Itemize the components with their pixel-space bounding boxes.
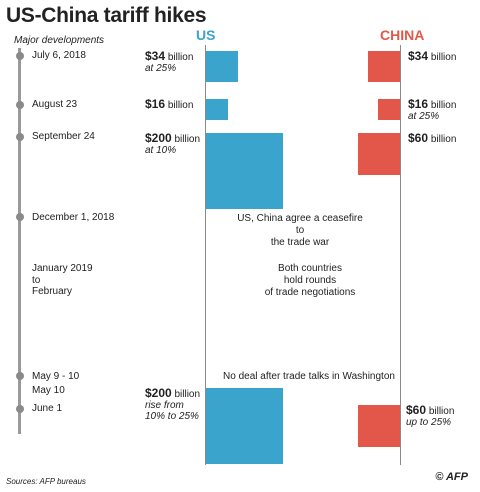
amount-detail: rise from 10% to 25%: [145, 400, 199, 422]
amount-value: $200: [145, 386, 172, 400]
amount-value: $34: [408, 49, 429, 63]
china-amount-label: $16 billion at 25%: [408, 97, 457, 122]
us-axis-line: [205, 45, 206, 465]
note-line: hold rounds: [283, 275, 337, 286]
timeline-dot: [15, 213, 24, 221]
us-bar: [206, 99, 228, 121]
date-label: January 2019: [32, 263, 93, 274]
timeline-dot: [15, 372, 24, 380]
us-header: US: [196, 27, 216, 43]
us-bar: [206, 51, 238, 83]
amount-unit: billion: [430, 100, 457, 111]
date-label: August 23: [32, 99, 78, 110]
timeline-dot: [15, 52, 24, 60]
china-amount-label: $34 billion: [408, 49, 457, 63]
date-label: July 6, 2018: [32, 50, 86, 61]
amount-value: $34: [145, 49, 166, 63]
amount-value: $60: [408, 131, 429, 145]
amount-unit: billion: [430, 52, 457, 63]
amount-value: $16: [408, 97, 429, 111]
timeline-line: [18, 48, 21, 434]
afp-logo: © AFP: [435, 471, 468, 483]
date-label: December 1, 2018: [32, 212, 115, 223]
amount-unit: billion: [428, 406, 455, 417]
chart-subtitle: Major developments: [14, 35, 105, 46]
ceasefire-note: US, China agree a ceasefire to the trade…: [232, 213, 368, 249]
date-label: June 1: [32, 403, 63, 414]
china-axis-line: [400, 45, 401, 465]
amount-detail: at 25%: [145, 63, 177, 74]
timeline-dot: [15, 101, 24, 109]
amount-unit: billion: [167, 100, 194, 111]
us-bar: [206, 133, 283, 209]
date-label: February: [32, 286, 73, 297]
us-amount-label: $34 billion at 25%: [145, 49, 194, 74]
china-bar: [357, 405, 400, 447]
source-note: Sources: AFP bureaus: [6, 477, 86, 486]
timeline-dot: [15, 405, 24, 413]
note-line: US, China agree a ceasefire to: [237, 213, 363, 236]
amount-unit: billion: [430, 134, 457, 145]
chart-title: US-China tariff hikes: [6, 4, 207, 27]
amount-value: $60: [406, 403, 427, 417]
date-label: to: [32, 275, 41, 286]
timeline-dot: [15, 133, 24, 141]
china-bar: [368, 51, 400, 83]
us-amount-label: $200 billion at 10%: [145, 131, 201, 156]
date-label: September 24: [32, 131, 95, 142]
note-line: the trade war: [270, 237, 330, 248]
china-amount-label: $60 billion up to 25%: [406, 403, 455, 428]
date-label: May 10: [32, 385, 65, 396]
note-line: of trade negotiations: [264, 287, 356, 298]
amount-unit: billion: [167, 52, 194, 63]
amount-value: $200: [145, 131, 172, 145]
amount-value: $16: [145, 97, 166, 111]
no-deal-note: No deal after trade talks in Washington: [223, 371, 395, 382]
china-amount-label: $60 billion: [408, 131, 457, 145]
amount-detail: at 25%: [408, 111, 440, 122]
note-line: Both countries: [278, 263, 342, 274]
date-label: May 9 - 10: [32, 371, 80, 382]
us-bar: [206, 388, 283, 464]
us-amount-label: $200 billion rise from 10% to 25%: [145, 386, 205, 422]
amount-detail: up to 25%: [406, 417, 452, 428]
amount-detail: at 10%: [145, 145, 177, 156]
us-amount-label: $16 billion: [145, 97, 194, 111]
negotiations-note: Both countries hold rounds of trade nego…: [250, 263, 370, 299]
amount-unit: billion: [174, 389, 201, 400]
china-header: CHINA: [380, 27, 425, 43]
amount-unit: billion: [174, 134, 201, 145]
china-bar: [357, 133, 400, 175]
china-bar: [378, 99, 400, 121]
